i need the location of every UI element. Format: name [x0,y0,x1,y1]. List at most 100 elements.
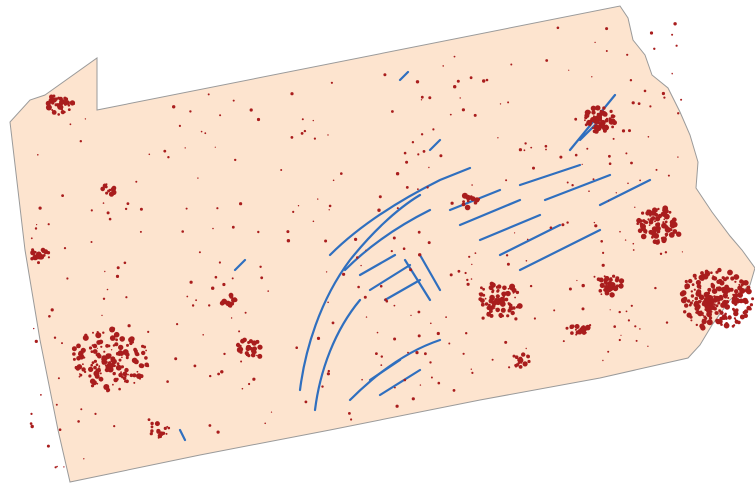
urban-area [108,345,111,348]
urban-area [519,365,523,369]
urban-area [721,281,725,285]
urban-area [380,364,382,366]
urban-area [586,122,589,125]
urban-area [687,299,690,302]
urban-area [645,211,650,216]
urban-area [421,133,423,135]
urban-area [104,361,107,364]
urban-area [658,225,660,227]
urban-area [608,200,609,201]
urban-area [233,100,235,102]
urban-area [57,105,62,110]
urban-area [559,156,562,159]
urban-area [517,303,523,309]
urban-area [594,42,595,43]
urban-area [83,458,84,459]
urban-area [450,114,452,116]
urban-area [486,312,491,317]
urban-area [375,352,378,355]
urban-area [30,422,33,425]
urban-area [692,283,695,286]
urban-area [366,316,367,317]
urban-area [715,304,718,307]
urban-area [257,345,262,350]
urban-area [595,116,597,118]
urban-area [594,276,596,278]
urban-area [239,351,242,354]
urban-area [504,341,507,344]
urban-area [98,367,101,370]
urban-area [649,224,651,226]
urban-area [719,311,723,315]
urban-area [647,218,649,220]
urban-area [242,388,244,390]
urban-area [640,223,642,225]
urban-area [57,97,60,100]
urban-area [485,302,489,306]
urban-area [509,304,513,308]
urban-area [112,357,115,360]
urban-area [48,315,51,318]
urban-area [610,110,613,113]
urban-area [471,369,472,370]
urban-area [421,96,424,99]
urban-area [634,207,635,208]
urban-area [439,154,442,157]
urban-area [104,271,105,272]
urban-area [666,321,668,323]
urban-area [232,226,235,229]
urban-area [148,418,151,421]
urban-area [507,263,510,266]
urban-area [632,101,635,104]
urban-area [239,202,242,205]
urban-area [428,96,431,99]
urban-area [665,236,667,238]
urban-area [377,332,379,334]
urban-area [82,363,84,365]
urban-area [532,167,535,170]
urban-area [699,323,704,328]
urban-area [711,283,714,286]
urban-area [291,136,294,139]
urban-area [688,279,692,283]
urban-area [511,311,515,315]
urban-area [166,433,168,435]
urban-area [64,103,67,106]
urban-area [364,296,367,299]
urban-area [654,287,656,289]
urban-area [677,112,679,114]
urban-area [113,360,116,363]
urban-area [505,179,507,181]
urban-area [91,209,93,211]
urban-area [58,377,60,379]
urban-area [545,145,548,148]
urban-area [607,288,612,293]
urban-area [417,153,419,155]
urban-area [396,172,399,175]
urban-area [726,300,730,304]
urban-area [107,289,109,291]
urban-area [39,207,42,210]
urban-area [222,283,225,286]
urban-area [600,240,603,243]
urban-area [295,346,298,349]
urban-area [603,288,606,291]
urban-area [745,288,749,292]
urban-area [30,413,32,415]
urban-area [575,154,578,157]
urban-area [550,226,553,229]
urban-area [457,80,460,83]
urban-area [486,79,489,82]
urban-area [195,299,197,301]
urban-area [163,150,166,153]
urban-area [716,319,721,324]
urban-area [713,307,717,311]
urban-area [158,437,160,439]
urban-area [514,317,517,320]
urban-area [428,167,429,168]
urban-area [223,353,225,355]
urban-area [498,313,503,318]
urban-area [252,340,257,345]
urban-area [727,297,729,299]
urban-area [684,303,688,307]
